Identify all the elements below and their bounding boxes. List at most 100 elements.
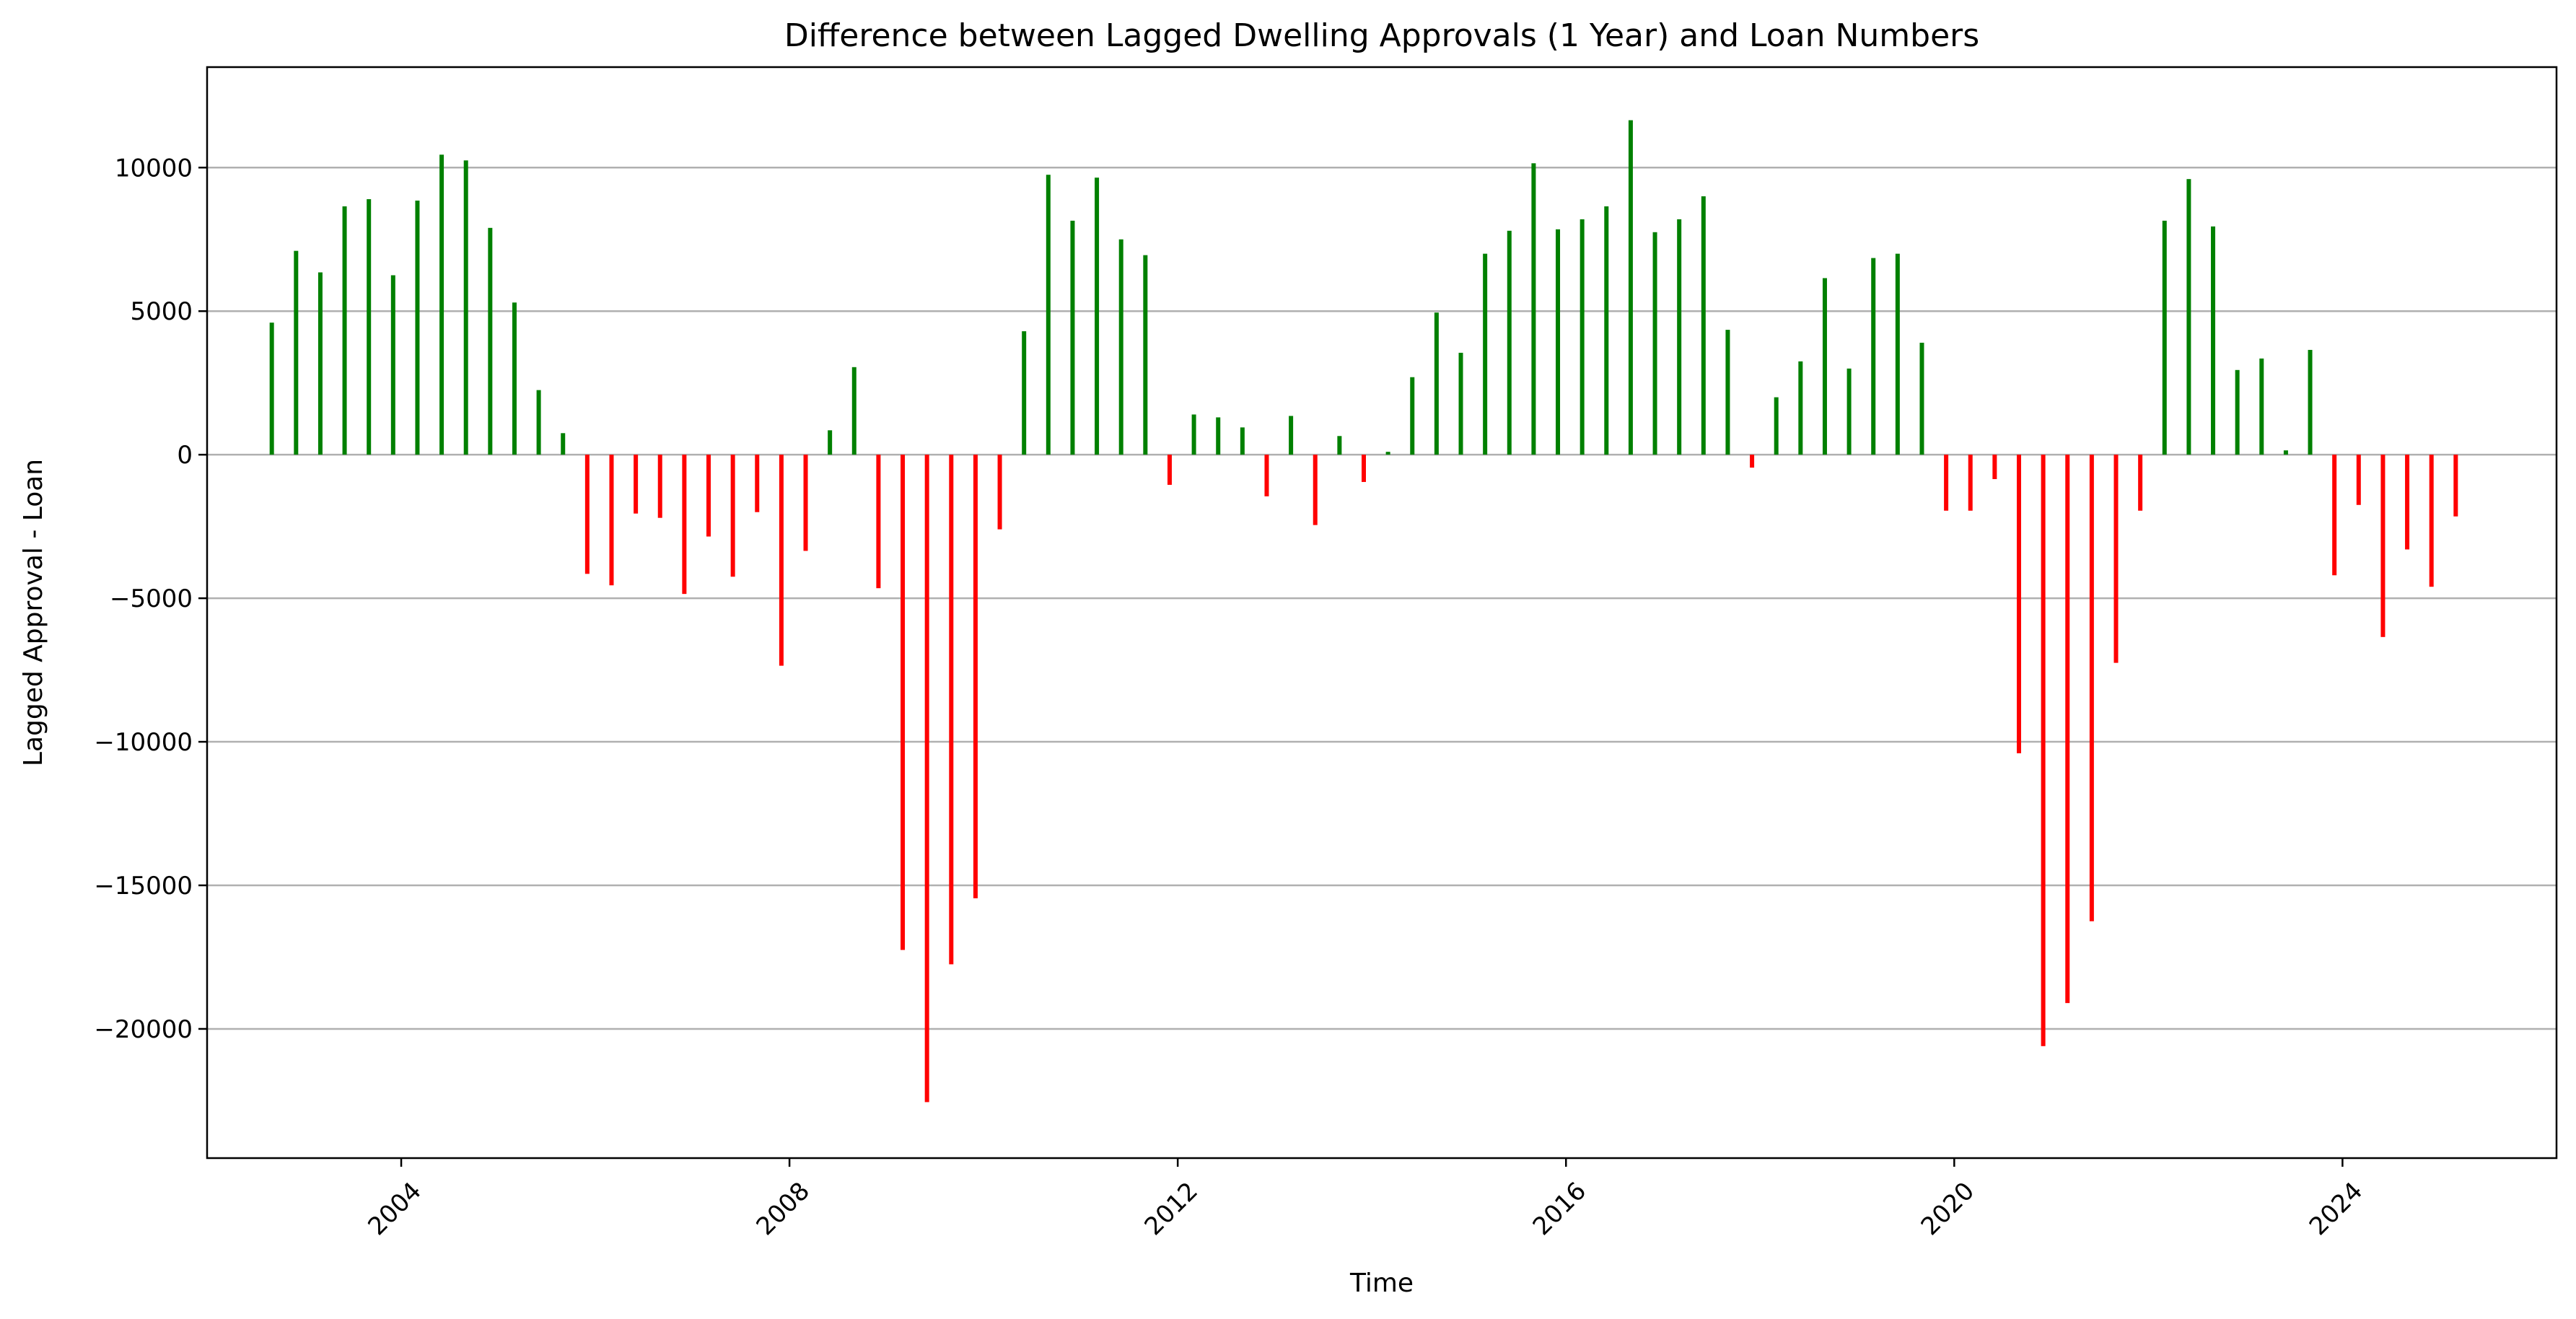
x-axis-label: Time [1349,1268,1414,1298]
bar [317,272,323,455]
bar [730,455,735,577]
bars [269,120,2458,1103]
grid-lines [207,167,2557,1030]
bar [2308,349,2313,455]
bar [1846,368,1852,455]
bar [1191,414,1196,455]
bar [1628,120,1633,455]
bar [1968,455,1973,511]
x-tick-label: 2016 [1528,1177,1592,1241]
y-tick-label: −20000 [94,1015,193,1044]
bar [1701,196,1706,455]
bar [367,199,372,455]
bar [512,302,517,455]
bar [1385,452,1390,455]
bar [706,455,711,537]
bar [2283,450,2288,455]
y-axis-label: Lagged Approval - Loan [19,459,48,766]
bar [1871,258,1876,455]
bar [463,160,468,455]
y-axis: −20000 −15000 −10000 −5000 0 5000 10000 [94,154,207,1044]
bar [561,433,566,455]
bar [1167,455,1172,485]
bar [828,430,833,455]
bar [2016,455,2021,753]
bar [1895,253,1900,455]
bar [2356,455,2361,505]
bar [2041,455,2046,1046]
bar [1143,255,1148,455]
bar [949,455,954,965]
x-tick-label: 2008 [751,1177,815,1241]
bar [1944,455,1949,511]
y-tick-label: 10000 [115,154,193,183]
y-tick-label: 0 [177,441,193,470]
bar [803,455,808,551]
x-tick-label: 2012 [1139,1177,1204,1241]
bar [2138,455,2143,511]
bar [1507,230,1512,455]
bar [1725,330,1730,455]
bar [779,455,784,666]
bar [1118,239,1123,455]
bar [1750,455,1755,468]
bar [2380,455,2386,637]
bar [1652,232,1657,455]
bar [657,455,662,518]
bar [1046,175,1051,455]
bar [876,455,881,589]
bar [1337,436,1342,455]
bar [1798,361,1803,455]
bar [1677,219,1682,455]
bar [2186,179,2191,455]
bar [2405,455,2410,550]
bar [2089,455,2094,921]
bar [1264,455,1269,496]
bar [1774,397,1779,455]
bar [536,390,541,455]
bar [294,250,299,455]
bar [269,323,274,455]
bar [1556,229,1561,455]
bar [1992,455,1997,479]
bar [1216,417,1221,455]
bar [1095,178,1100,455]
bar [2211,226,2216,455]
bar [997,455,1002,530]
bar [1458,352,1463,455]
bar [1822,278,1827,455]
bar [973,455,978,898]
x-tick-label: 2004 [362,1177,426,1241]
bar [1240,427,1245,455]
bar [851,367,857,455]
bar [584,455,590,574]
y-tick-label: −5000 [110,584,193,613]
bar [2453,455,2458,517]
bar [390,275,395,455]
chart-title: Difference between Lagged Dwelling Appro… [784,17,1979,54]
bar [1531,163,1536,455]
bar [2113,455,2119,663]
bar [682,455,687,595]
bar [755,455,760,512]
plot-frame [206,66,2558,1160]
bar [1313,455,1318,525]
bar [2065,455,2070,1004]
bar [342,206,347,455]
bar [1580,219,1585,455]
bar [1410,377,1415,455]
bar [1070,220,1075,455]
bar [488,227,493,455]
bar [1362,455,1367,482]
bar [1289,416,1294,455]
bar [609,455,614,586]
bar [1604,206,1609,455]
x-tick-label: 2020 [1916,1177,1980,1241]
bar [634,455,639,514]
bar [2259,358,2264,455]
bar [2162,220,2167,455]
bar [2429,455,2434,587]
x-axis: 2004 2008 2012 2016 2020 2024 [362,1158,2368,1241]
bar [415,201,420,455]
